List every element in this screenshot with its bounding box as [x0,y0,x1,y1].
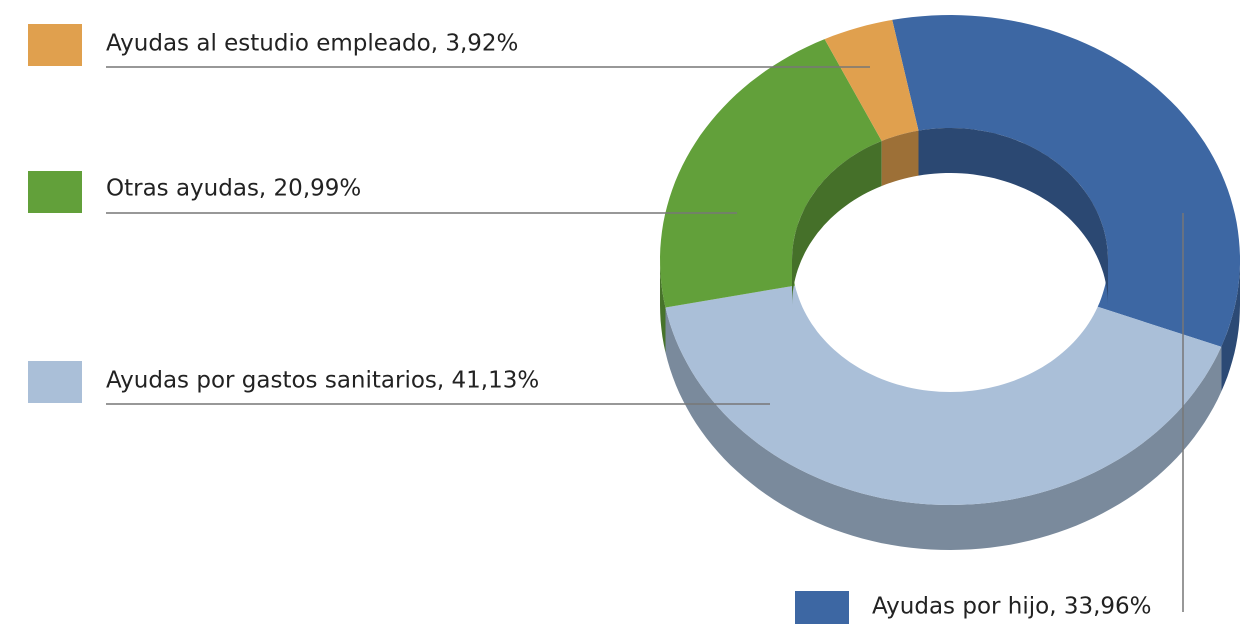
legend-swatch [28,361,82,403]
slice-inner-wall [792,141,882,305]
slice-inner-wall [881,130,919,186]
legend-swatch [795,591,849,624]
legend-swatch [28,24,82,66]
slice [660,39,882,308]
slice-side [665,307,1222,550]
slice-side [1221,260,1240,392]
slice [892,15,1240,347]
legend-swatch [28,171,82,213]
slice-inner-wall [918,128,1108,305]
slice-side [660,260,666,353]
legend-label: Otras ayudas, 20,99% [106,176,361,202]
slice [665,285,1222,505]
legend-label: Ayudas al estudio empleado, 3,92% [106,31,518,57]
legend-label: Ayudas por gastos sanitarios, 41,13% [106,368,539,394]
legend-label: Ayudas por hijo, 33,96% [872,594,1152,620]
slice [824,19,919,141]
